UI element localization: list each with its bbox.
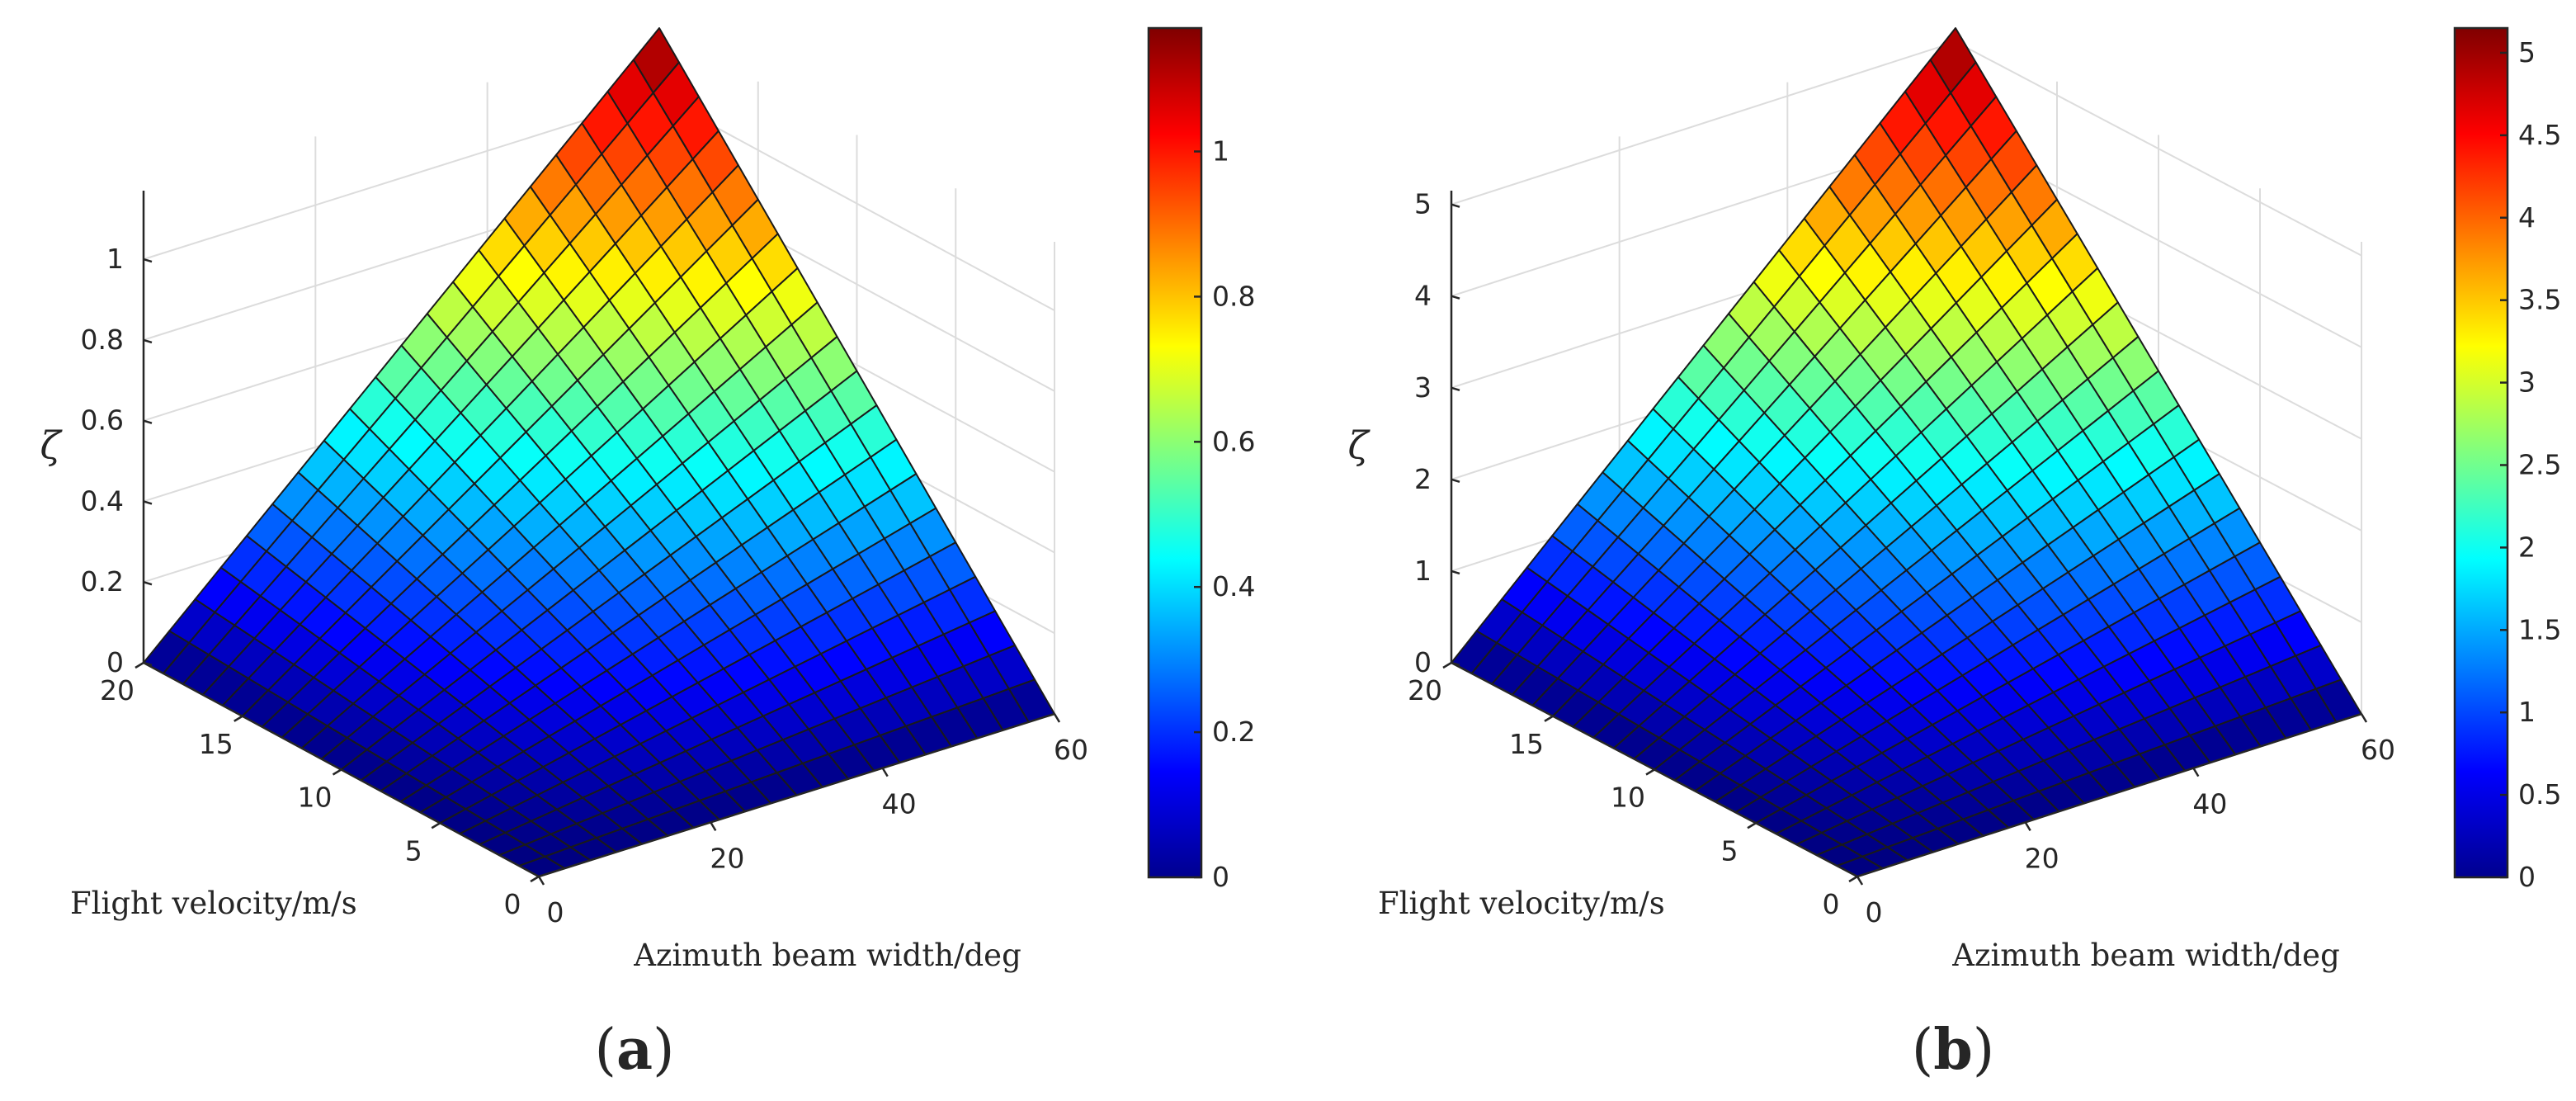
z-tick-label: 3 xyxy=(1414,371,1432,404)
x-tick-label: 20 xyxy=(710,842,744,874)
x-tick-mark xyxy=(537,876,545,886)
colorbar-gradient xyxy=(2453,26,2509,879)
y-tick-label: 0 xyxy=(504,888,521,920)
z-tick-mark xyxy=(1451,295,1460,300)
colorbar-tick-label: 4 xyxy=(2518,201,2536,234)
x-tick-label: 0 xyxy=(547,896,564,929)
colorbar-tick-label: 4.5 xyxy=(2518,119,2561,151)
colorbar-tick-label: 1 xyxy=(2518,696,2536,728)
colorbar-tick-label: 0.5 xyxy=(2518,778,2561,810)
colorbar-tick-label: 3.5 xyxy=(2518,284,2561,316)
surface-mesh-a xyxy=(143,27,1055,877)
x-tick-label: 40 xyxy=(882,788,917,820)
y-tick-label: 5 xyxy=(1721,834,1739,867)
y-axis-label: Flight velocity/m/s xyxy=(1378,886,1665,921)
x-tick-mark xyxy=(2192,768,2200,777)
z-tick-mark xyxy=(1451,569,1460,575)
y-tick-mark xyxy=(234,715,243,722)
panel-label-a: (a) xyxy=(594,1017,674,1083)
y-tick-label: 20 xyxy=(100,674,134,706)
surface-mesh-b xyxy=(1451,27,2362,877)
colorbar-a: 0 0.2 0.4 0.6 0.8 1 xyxy=(1147,26,1255,893)
z-axis-label: ζ xyxy=(40,423,64,468)
colorbar-tick-label: 1.5 xyxy=(2518,613,2561,645)
y-tick-label: 5 xyxy=(405,834,422,867)
z-tick-label: 1 xyxy=(106,243,124,275)
colorbar-tick-label: 0.4 xyxy=(1212,570,1255,602)
x-axis-line xyxy=(538,712,1055,878)
axes-b xyxy=(1442,191,2368,886)
y-tick-mark xyxy=(1848,875,1858,883)
y-tick-mark xyxy=(332,768,342,776)
panel-label-b: (b) xyxy=(1912,1017,1995,1083)
x-axis-label: Azimuth beam width/deg xyxy=(1951,938,2340,973)
y-tick-mark xyxy=(1645,768,1655,776)
x-tick-mark xyxy=(1053,713,1061,723)
x-tick-mark xyxy=(710,821,717,831)
z-tick-mark xyxy=(143,338,153,344)
z-axis-label: ζ xyxy=(1348,423,1371,468)
z-tick-mark xyxy=(1451,386,1460,391)
z-tick-mark xyxy=(1451,478,1460,484)
y-tick-mark xyxy=(1442,661,1452,669)
x-axis-line xyxy=(1857,712,2362,878)
y-tick-label: 20 xyxy=(1408,674,1442,706)
y-tick-label: 10 xyxy=(1611,782,1645,814)
z-tick-label: 0.4 xyxy=(81,484,124,517)
y-tick-mark xyxy=(431,822,441,829)
colorbar-tick-label: 3 xyxy=(2518,366,2536,399)
y-tick-mark xyxy=(1544,715,1554,722)
x-tick-label: 40 xyxy=(2192,788,2227,820)
y-tick-label: 15 xyxy=(199,728,234,760)
y-tick-label: 0 xyxy=(1823,888,1840,920)
colorbar-gradient xyxy=(1147,26,1203,879)
z-tick-mark xyxy=(143,258,153,263)
y-axis-label: Flight velocity/m/s xyxy=(70,886,357,921)
z-tick-label: 0.2 xyxy=(81,565,124,598)
z-tick-mark xyxy=(1451,661,1460,667)
y-tick-mark xyxy=(134,661,144,669)
colorbar-tick-label: 0 xyxy=(1212,861,1229,893)
y-tick-label: 10 xyxy=(298,782,333,814)
y-tick-label: 15 xyxy=(1509,728,1544,760)
z-tick-mark xyxy=(143,581,153,586)
colorbar-tick-label: 0.8 xyxy=(1212,280,1255,312)
colorbar-b: 0 0.5 1 1.5 2 2.5 3 3.5 4 4.5 5 xyxy=(2453,26,2561,893)
axes-a xyxy=(134,191,1061,886)
z-tick-label: 0.8 xyxy=(81,324,124,356)
z-tick-label: 0.6 xyxy=(81,404,124,437)
z-tick-mark xyxy=(143,500,153,505)
x-tick-mark xyxy=(2360,713,2368,723)
colorbar-tick-label: 2.5 xyxy=(2518,448,2561,480)
surface-plot-b: 0 20 40 60 0 5 10 15 20 0 1 2 3 4 5 Azim… xyxy=(1348,26,2561,973)
colorbar-tick-label: 2 xyxy=(2518,531,2536,563)
x-tick-mark xyxy=(2024,821,2031,831)
x-axis-label: Azimuth beam width/deg xyxy=(633,938,1021,973)
z-tick-mark xyxy=(1451,203,1460,208)
z-tick-label: 0 xyxy=(106,646,124,678)
x-tick-mark xyxy=(1856,876,1864,886)
y-tick-mark xyxy=(530,875,540,883)
z-tick-mark xyxy=(143,419,153,424)
z-tick-label: 5 xyxy=(1414,188,1432,220)
x-tick-mark xyxy=(881,768,889,777)
colorbar-tick-label: 5 xyxy=(2518,36,2536,69)
colorbar-tick-label: 0.2 xyxy=(1212,716,1255,748)
colorbar-tick-label: 1 xyxy=(1212,135,1229,168)
x-tick-label: 20 xyxy=(2025,842,2059,874)
x-tick-label: 60 xyxy=(1054,734,1088,766)
z-tick-label: 1 xyxy=(1414,555,1432,587)
z-tick-label: 2 xyxy=(1414,463,1432,495)
colorbar-tick-label: 0 xyxy=(2518,861,2536,893)
x-tick-label: 60 xyxy=(2361,734,2395,766)
z-tick-mark xyxy=(143,661,153,667)
colorbar-tick-label: 0.6 xyxy=(1212,425,1255,457)
surface-plot-a: 0 20 40 60 0 5 10 15 20 0 0.2 0.4 0.6 0.… xyxy=(40,26,1255,973)
z-tick-label: 4 xyxy=(1414,280,1432,312)
x-tick-label: 0 xyxy=(1866,896,1883,929)
z-tick-label: 0 xyxy=(1414,646,1432,678)
y-tick-mark xyxy=(1747,822,1757,829)
